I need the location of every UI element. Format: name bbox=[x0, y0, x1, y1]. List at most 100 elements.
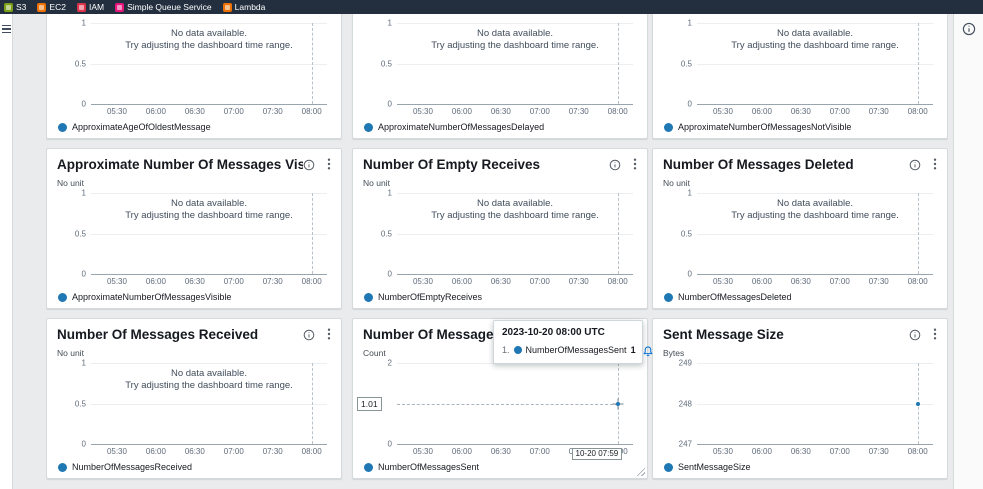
hover-cursor-line bbox=[617, 23, 619, 104]
metric-panel: Number Of Messages Received No unit 1 0.5 0 N… bbox=[46, 318, 342, 479]
x-tick-label: 06:30 bbox=[790, 107, 811, 116]
y-tick-label: 1 bbox=[81, 188, 86, 198]
chart-plot[interactable]: 1 0.5 0 No data available. Try adjusting the… bbox=[681, 19, 933, 109]
gridline bbox=[697, 363, 933, 364]
chart-plot[interactable]: 249 248 247 bbox=[679, 359, 933, 449]
y-tick-label: 0 bbox=[387, 439, 392, 449]
sqs-service-icon bbox=[115, 2, 125, 12]
chart-title: Sent Message Size bbox=[663, 326, 784, 342]
chart-menu-icon[interactable] bbox=[929, 158, 941, 170]
chart-plot[interactable]: 1 0.5 0 No data available. Try adjusting the… bbox=[681, 189, 933, 279]
legend-item[interactable]: ApproximateNumberOfMessagesDelayed bbox=[364, 122, 544, 132]
x-tick-label: 06:00 bbox=[145, 107, 166, 116]
hamburger-menu-icon[interactable] bbox=[2, 25, 11, 33]
legend-metric-label: NumberOfMessagesDeleted bbox=[678, 292, 792, 302]
y-tick-label: 0 bbox=[687, 99, 692, 109]
legend-color-dot bbox=[364, 292, 373, 302]
panel-resize-handle[interactable] bbox=[636, 467, 645, 476]
gridline bbox=[397, 104, 633, 105]
legend-item[interactable]: NumberOfMessagesSent bbox=[364, 462, 479, 472]
metric-panel: Number Of Messages Deleted No unit 1 0.5 0 No… bbox=[652, 148, 948, 309]
chart-plot[interactable]: 1 0.5 0 No data available. Try adjusting the… bbox=[75, 19, 327, 109]
legend-color-dot bbox=[58, 292, 67, 302]
legend-item[interactable]: NumberOfMessagesDeleted bbox=[664, 292, 792, 302]
chart-menu-icon[interactable] bbox=[323, 328, 335, 340]
hover-cursor-line bbox=[311, 23, 313, 104]
favorites-bar-item[interactable]: Lambda bbox=[222, 1, 266, 12]
legend-color-dot bbox=[58, 122, 67, 132]
chart-title: Approximate Number Of Messages Visible bbox=[57, 156, 303, 172]
chart-plot[interactable]: 1 0.5 0 No data available. Try adjusting the… bbox=[381, 189, 633, 279]
favorites-bar-item-label: IAM bbox=[88, 1, 105, 12]
x-tick-label: 06:00 bbox=[145, 447, 166, 456]
hover-cursor-line bbox=[311, 193, 313, 274]
y-tick-label: 0.5 bbox=[380, 59, 392, 68]
legend-item[interactable]: SentMessageSize bbox=[664, 462, 751, 472]
y-tick-label: 0.5 bbox=[380, 229, 392, 238]
x-tick-label: 06:00 bbox=[145, 277, 166, 286]
x-axis-ticks: 05:30 06:00 06:30 07:00 07:30 08:00 bbox=[397, 107, 633, 117]
chart-info-icon[interactable] bbox=[909, 158, 921, 171]
gridline bbox=[91, 63, 327, 65]
chart-menu-icon[interactable] bbox=[629, 158, 641, 170]
x-tick-label: 07:00 bbox=[223, 447, 244, 456]
favorites-bar-item-label: Lambda bbox=[234, 1, 266, 12]
x-tick-label: 06:30 bbox=[790, 447, 811, 456]
chart-info-icon[interactable] bbox=[303, 158, 315, 171]
gridline bbox=[397, 274, 633, 275]
y-tick-label: 247 bbox=[678, 439, 692, 449]
x-tick-label: 08:00 bbox=[907, 107, 928, 116]
chart-plot[interactable]: 1 0.5 0 No data available. Try adjusting the… bbox=[75, 189, 327, 279]
y-tick-label: 248 bbox=[678, 399, 692, 408]
chart-menu-icon[interactable] bbox=[323, 158, 335, 170]
x-tick-label: 06:30 bbox=[490, 277, 511, 286]
chart-info-icon[interactable] bbox=[303, 328, 315, 341]
y-tick-label: 0 bbox=[81, 269, 86, 279]
create-alarm-bell-icon[interactable] bbox=[642, 344, 654, 357]
metric-panel: Sent Message Size Bytes 249 248 247 05:30 06:0… bbox=[652, 318, 948, 479]
chart-info-icon[interactable] bbox=[909, 328, 921, 341]
chart-plot[interactable]: 1 0.5 0 No data available. Try adjusting the… bbox=[381, 19, 633, 109]
tooltip-rank: 1. bbox=[502, 345, 510, 355]
chart-plot[interactable]: 2 0 1.01 bbox=[357, 359, 633, 449]
legend-metric-label: NumberOfEmptyReceives bbox=[378, 292, 483, 302]
metric-panel: Number Of Empty Receives No unit 1 0.5 0 No d… bbox=[352, 148, 648, 309]
favorites-bar-item[interactable]: S3 bbox=[4, 2, 26, 12]
hover-cursor-line bbox=[917, 23, 919, 104]
y-tick-label: 2 bbox=[387, 358, 392, 368]
legend-item[interactable]: ApproximateNumberOfMessagesVisible bbox=[58, 292, 231, 302]
chart-menu-icon[interactable] bbox=[929, 328, 941, 340]
gridline bbox=[91, 104, 327, 105]
legend-color-dot bbox=[364, 122, 373, 132]
favorites-bar-item[interactable]: IAM bbox=[76, 1, 105, 12]
no-data-message: No data available. Try adjusting the dash… bbox=[731, 28, 899, 52]
y-tick-label: 1 bbox=[687, 188, 692, 198]
legend-metric-label: NumberOfMessagesSent bbox=[378, 462, 480, 472]
tooltip-timestamp: 2023-10-20 08:00 UTC bbox=[502, 327, 605, 338]
info-circle-icon[interactable] bbox=[962, 22, 976, 36]
chart-plot[interactable]: 1 0.5 0 No data available. Try adjusting the… bbox=[75, 359, 327, 449]
gridline bbox=[91, 403, 327, 405]
legend-metric-label: ApproximateAgeOfOldestMessage bbox=[72, 122, 211, 132]
gridline bbox=[697, 23, 933, 24]
x-tick-label: 07:00 bbox=[829, 277, 850, 286]
chart-title: Number Of Messages Received bbox=[57, 326, 259, 342]
legend-color-dot bbox=[664, 292, 673, 302]
legend-item[interactable]: NumberOfMessagesReceived bbox=[58, 462, 192, 472]
aws-top-navbar: S3 EC2 IAM Simple Queue Service Lambda bbox=[0, 0, 983, 14]
x-tick-label: 08:00 bbox=[607, 107, 628, 116]
legend-item[interactable]: NumberOfEmptyReceives bbox=[364, 292, 482, 302]
metric-panel-header: Approximate Number Of Messages Visible bbox=[57, 154, 335, 174]
x-tick-label: 06:00 bbox=[451, 277, 472, 286]
x-tick-label: 06:00 bbox=[451, 107, 472, 116]
favorites-bar-item[interactable]: Simple Queue Service bbox=[115, 2, 212, 12]
y-tick-label: 0 bbox=[687, 269, 692, 279]
favorites-bar-item[interactable]: EC2 bbox=[37, 2, 66, 12]
x-tick-label: 07:00 bbox=[529, 447, 550, 456]
legend-item[interactable]: ApproximateAgeOfOldestMessage bbox=[58, 122, 211, 132]
x-tick-label: 07:30 bbox=[568, 107, 589, 116]
legend-item[interactable]: ApproximateNumberOfMessagesNotVisible bbox=[664, 122, 851, 132]
chart-info-icon[interactable] bbox=[609, 158, 621, 171]
metric-panel: 1 0.5 0 No data available. Try adjusting the… bbox=[46, 14, 342, 139]
left-sidebar-strip bbox=[0, 14, 13, 489]
